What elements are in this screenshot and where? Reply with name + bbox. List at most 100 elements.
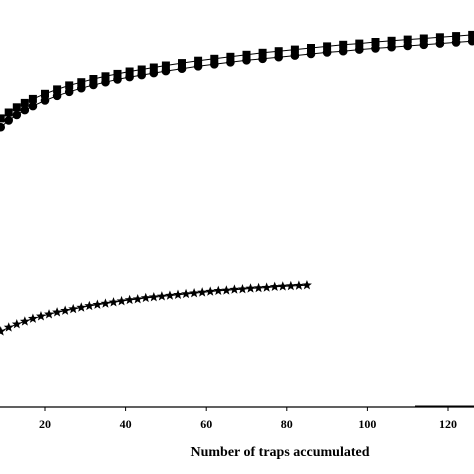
data-point-square	[41, 89, 49, 98]
data-point-square	[28, 94, 37, 103]
x-ticks: 20 40 60 80 100 120	[39, 407, 457, 431]
data-point-star	[27, 313, 38, 323]
data-point-star	[60, 305, 71, 315]
data-point-square	[20, 98, 29, 107]
data-point-star	[189, 287, 200, 298]
data-point-square	[387, 36, 396, 45]
data-point-circle	[12, 110, 22, 120]
data-point-star	[277, 281, 288, 291]
data-point-circle	[52, 91, 62, 101]
x-tick-label-120: 120	[439, 417, 457, 431]
data-point-circle	[387, 42, 396, 52]
data-point-star	[116, 295, 127, 306]
data-point-circle	[210, 60, 219, 69]
data-point-star	[164, 290, 175, 300]
data-point-star	[0, 326, 6, 336]
data-point-square	[468, 30, 474, 39]
data-point-square	[274, 47, 283, 56]
data-point-square	[210, 54, 219, 63]
data-point-circle	[226, 58, 235, 67]
data-point-star	[140, 292, 151, 303]
data-point-circle	[274, 52, 284, 62]
data-point-square	[194, 56, 203, 65]
data-point-square	[226, 52, 235, 61]
data-point-star	[285, 280, 296, 291]
x-tick-label-80: 80	[281, 417, 293, 431]
data-point-square	[371, 38, 380, 46]
data-point-circle	[113, 75, 122, 84]
data-point-square	[0, 114, 5, 123]
data-point-circle	[89, 80, 98, 90]
data-point-square	[290, 45, 299, 54]
data-point-star	[197, 287, 208, 297]
data-point-square	[419, 34, 428, 43]
data-point-circle	[4, 116, 13, 125]
data-point-star	[245, 283, 256, 293]
data-point-circle	[290, 51, 300, 60]
data-point-circle	[355, 45, 364, 54]
data-point-circle	[149, 68, 159, 78]
data-point-square	[65, 81, 74, 90]
data-point-circle	[28, 101, 38, 111]
data-point-square	[403, 35, 412, 44]
data-point-circle	[306, 49, 316, 59]
data-point-square	[161, 61, 170, 70]
data-point-square	[4, 108, 13, 117]
data-point-square	[323, 42, 332, 51]
data-point-star	[173, 289, 183, 299]
data-point-circle	[193, 62, 203, 71]
data-point-circle	[338, 46, 348, 56]
data-point-star	[44, 309, 54, 319]
data-point-square	[355, 39, 364, 48]
data-point-circle	[64, 87, 74, 97]
data-point-circle	[137, 70, 146, 80]
data-point-circle	[0, 122, 5, 132]
data-point-circle	[161, 66, 171, 76]
data-point-circle	[467, 36, 474, 46]
data-point-circle	[242, 56, 251, 65]
data-point-star	[100, 298, 111, 308]
data-point-star	[261, 282, 272, 292]
data-point-square	[101, 72, 110, 81]
data-point-square	[137, 65, 146, 74]
data-point-star	[229, 284, 240, 294]
data-point-star	[293, 280, 304, 290]
data-point-square	[149, 63, 158, 72]
series-circle	[0, 36, 474, 132]
data-point-circle	[40, 96, 50, 105]
x-tick-label-40: 40	[120, 417, 132, 431]
x-tick-label-100: 100	[358, 417, 376, 431]
data-point-star	[92, 299, 103, 309]
data-point-circle	[322, 48, 332, 57]
series-line-circle	[0, 40, 474, 129]
x-tick-label-60: 60	[200, 417, 212, 431]
data-point-star	[76, 302, 87, 312]
x-axis: 20 40 60 80 100 120	[0, 405, 474, 431]
data-point-star	[213, 285, 224, 295]
data-point-star	[52, 307, 63, 317]
data-point-star	[221, 285, 232, 295]
data-point-circle	[177, 64, 187, 73]
data-point-star	[36, 311, 46, 321]
x-tick-label-20: 20	[39, 417, 51, 431]
data-point-circle	[258, 54, 267, 64]
data-point-star	[237, 283, 248, 294]
data-point-star	[156, 291, 167, 301]
data-point-star	[253, 282, 264, 293]
data-point-circle	[419, 40, 429, 50]
data-point-star	[3, 322, 14, 332]
data-point-square	[77, 78, 86, 87]
data-point-star	[84, 300, 95, 311]
data-point-square	[113, 69, 122, 78]
data-point-square	[258, 48, 267, 57]
data-point-star	[68, 303, 79, 314]
data-point-square	[242, 50, 251, 59]
x-axis-title: Number of traps accumulated	[190, 445, 369, 460]
data-point-square	[53, 85, 62, 94]
data-point-circle	[371, 44, 380, 53]
data-point-star	[108, 297, 119, 307]
series-layer	[0, 30, 474, 336]
data-point-square	[12, 103, 21, 112]
data-point-circle	[451, 38, 461, 47]
